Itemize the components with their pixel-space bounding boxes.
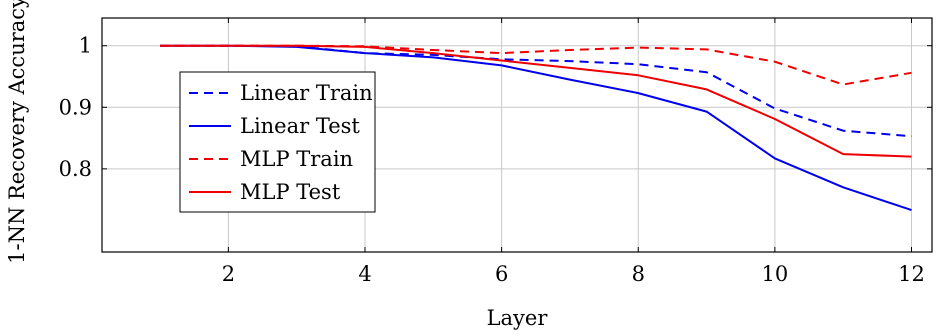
legend-box [179, 71, 376, 213]
x-tick-label: 6 [495, 262, 508, 286]
x-tick-label: 4 [358, 262, 371, 286]
legend-label-linear-test: Linear Test [240, 114, 360, 138]
legend-label-mlp-train: MLP Train [240, 147, 353, 171]
legend-label-linear-train: Linear Train [240, 81, 373, 105]
y-tick-label: 0.9 [59, 95, 92, 119]
series-line-mlp-test [160, 44, 912, 158]
legend-label-mlp-test: MLP Test [240, 180, 341, 204]
ticks: 2 4 6 8 10 12 0.8 0.9 1 [59, 18, 932, 286]
y-tick-label: 0.8 [59, 157, 92, 181]
x-tick-label: 8 [632, 262, 645, 286]
legend: Linear Train Linear Test MLP Train MLP Test [179, 71, 376, 213]
x-tick-label: 2 [222, 262, 235, 286]
plot-frame [101, 17, 933, 253]
x-tick-label: 12 [898, 262, 925, 286]
y-tick-label: 1 [79, 34, 92, 58]
x-tick-label: 10 [762, 262, 789, 286]
series-layer [160, 44, 912, 212]
y-axis-title: 1-NN Recovery Accuracy [5, 0, 29, 264]
x-axis-title: Layer [487, 306, 549, 330]
